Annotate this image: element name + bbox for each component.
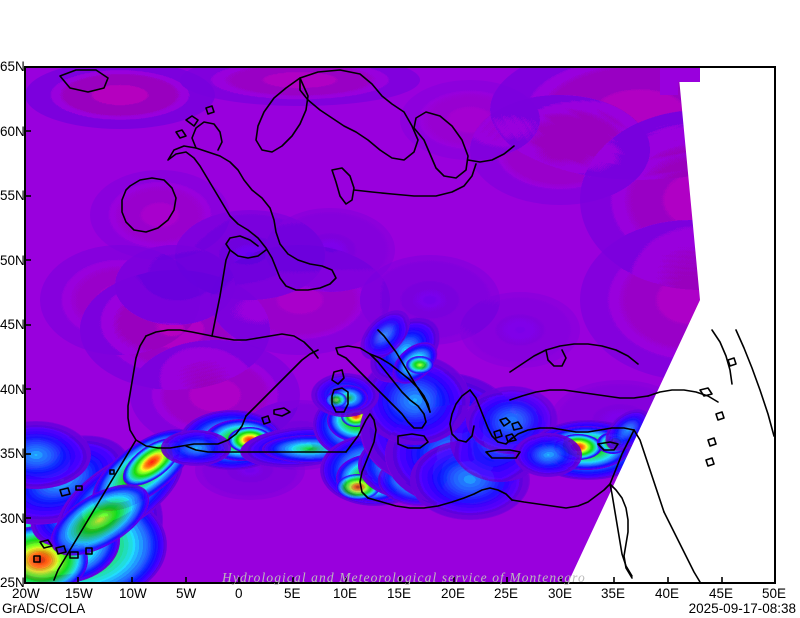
- y-tick-25n: 25N: [0, 575, 25, 590]
- y-tick-45n: 45N: [0, 317, 25, 332]
- y-tick-60n: 60N: [0, 124, 25, 139]
- x-tick-25e: 25E: [494, 586, 519, 601]
- y-tick-65n: 65N: [0, 59, 25, 74]
- y-tick-50n: 50N: [0, 253, 25, 268]
- render-timestamp-label: 2025-09-17-08:38: [688, 601, 796, 616]
- no-data-mask: [567, 67, 775, 583]
- y-tick-55n: 55N: [0, 188, 25, 203]
- domain-step-fill: [660, 67, 700, 95]
- coastlines-layer: [33, 69, 775, 583]
- y-tick-40n: 40N: [0, 382, 25, 397]
- y-tick-30n: 30N: [0, 511, 25, 526]
- x-tick-45e: 45E: [709, 586, 734, 601]
- x-tick-0: 0: [235, 586, 243, 601]
- x-tick-20e: 20E: [441, 586, 466, 601]
- x-tick-10e: 10E: [333, 586, 358, 601]
- map-data-layer: [25, 67, 775, 583]
- x-tick-5w: 5W: [176, 586, 197, 601]
- x-tick-5e: 5E: [284, 586, 301, 601]
- x-tick-15e: 15E: [387, 586, 412, 601]
- x-tick-20w: 20W: [12, 586, 40, 601]
- x-tick-15w: 15W: [65, 586, 93, 601]
- x-tick-40e: 40E: [655, 586, 680, 601]
- axis-ticks: [24, 66, 776, 584]
- x-tick-10w: 10W: [119, 586, 147, 601]
- x-tick-35e: 35E: [601, 586, 626, 601]
- x-tick-50e: 50E: [762, 586, 787, 601]
- grads-credit-label: GrADS/COLA: [2, 601, 86, 616]
- y-tick-35n: 35N: [0, 446, 25, 461]
- x-tick-30e: 30E: [548, 586, 573, 601]
- watermark-text: Hydrological and Meteorological service …: [221, 570, 586, 585]
